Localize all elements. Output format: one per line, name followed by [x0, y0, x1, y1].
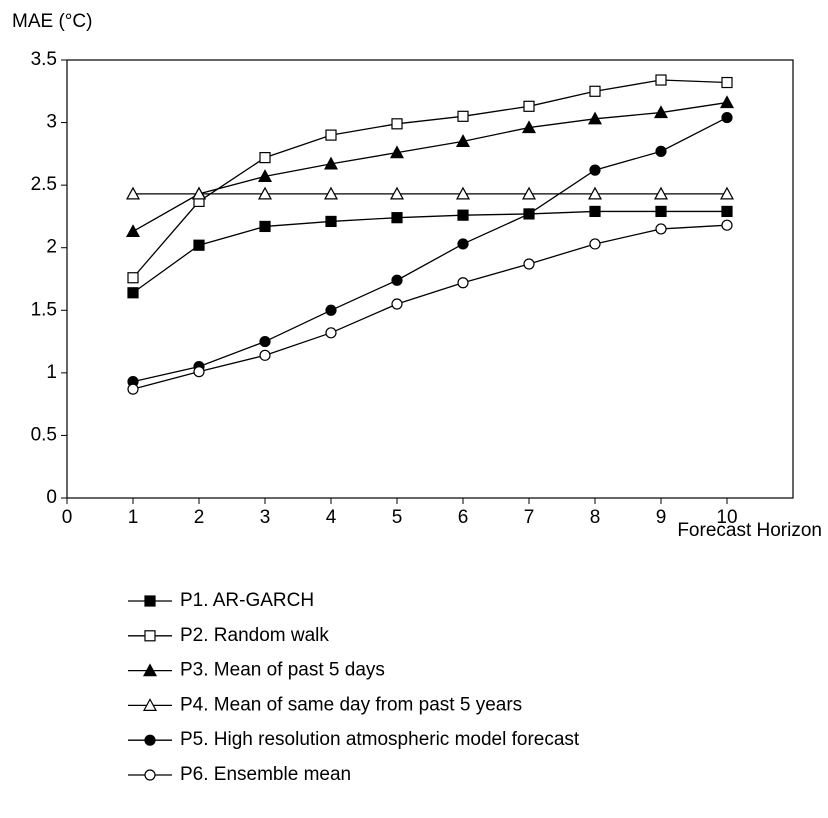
- marker: [521, 120, 537, 134]
- marker: [325, 327, 337, 339]
- legend-label: P6. Ensemble mean: [180, 764, 351, 785]
- y-tick-label: 0.5: [31, 424, 57, 445]
- y-tick-label: 0: [46, 487, 57, 508]
- marker: [325, 129, 337, 141]
- legend-label: P2. Random walk: [180, 625, 329, 646]
- marker: [457, 110, 469, 122]
- marker: [127, 287, 139, 299]
- marker: [589, 238, 601, 250]
- marker: [127, 272, 139, 284]
- marker: [655, 205, 667, 218]
- marker: [125, 224, 141, 238]
- x-tick-label: 6: [458, 507, 469, 528]
- marker: [721, 205, 733, 218]
- marker: [589, 205, 601, 218]
- marker: [391, 298, 403, 310]
- marker: [323, 156, 339, 170]
- marker: [257, 186, 273, 200]
- marker: [259, 220, 271, 233]
- plot-frame: [66, 59, 794, 499]
- marker: [391, 274, 403, 286]
- x-tick-label: 4: [326, 507, 337, 528]
- marker: [721, 111, 733, 124]
- marker: [589, 85, 601, 97]
- y-axis-title: MAE (°C): [12, 11, 92, 32]
- marker: [719, 95, 735, 109]
- marker: [389, 186, 405, 200]
- legend-marker: [142, 663, 158, 677]
- marker: [325, 215, 337, 228]
- series-line: [132, 224, 728, 390]
- legend-label: P3. Mean of past 5 days: [180, 660, 385, 681]
- marker: [391, 118, 403, 130]
- marker: [721, 76, 733, 89]
- marker: [655, 223, 667, 235]
- marker: [389, 145, 405, 159]
- marker: [125, 186, 141, 200]
- marker: [721, 219, 733, 231]
- x-tick-label: 7: [524, 507, 535, 528]
- marker: [391, 212, 403, 224]
- marker: [323, 186, 339, 200]
- x-axis-title: Forecast Horizon: [677, 520, 822, 541]
- marker: [325, 304, 337, 316]
- marker: [455, 134, 471, 147]
- marker: [259, 152, 271, 164]
- marker: [589, 164, 601, 176]
- legend-label: P1. AR-GARCH: [180, 590, 314, 611]
- marker: [653, 105, 669, 119]
- x-tick-label: 5: [392, 507, 403, 528]
- marker: [455, 186, 471, 200]
- legend-marker: [144, 734, 156, 746]
- y-tick-label: 3.5: [31, 49, 57, 70]
- legend-label: P4. Mean of same day from past 5 years: [180, 694, 522, 715]
- marker: [257, 169, 273, 182]
- marker: [193, 366, 205, 378]
- marker: [655, 74, 667, 86]
- series-line: [132, 79, 728, 279]
- marker: [655, 145, 667, 157]
- series-line: [132, 210, 727, 294]
- marker: [521, 186, 537, 200]
- legend-marker: [144, 630, 156, 642]
- marker: [457, 238, 469, 250]
- legend-marker: [142, 698, 158, 712]
- marker: [587, 186, 603, 200]
- marker: [457, 277, 469, 289]
- marker: [457, 209, 469, 221]
- marker: [193, 239, 205, 251]
- marker: [523, 100, 535, 112]
- marker: [653, 186, 669, 200]
- x-tick-label: 8: [590, 507, 601, 528]
- y-tick-label: 2.5: [31, 174, 57, 195]
- x-tick-label: 10: [716, 507, 737, 528]
- legend-marker: [144, 769, 156, 781]
- series-line: [132, 116, 728, 383]
- legend-marker: [144, 595, 156, 607]
- series-line: [132, 101, 728, 233]
- x-tick-label: 1: [128, 507, 139, 528]
- x-tick-label: 0: [62, 507, 73, 528]
- marker: [719, 186, 735, 200]
- x-tick-label: 3: [260, 507, 271, 528]
- marker: [587, 111, 603, 125]
- x-tick-label: 2: [194, 507, 205, 528]
- marker: [523, 208, 535, 220]
- y-tick-label: 2: [46, 237, 57, 258]
- marker: [523, 258, 535, 270]
- marker: [259, 349, 271, 361]
- y-tick-label: 1.5: [31, 299, 57, 320]
- legend-label: P5. High resolution atmospheric model fo…: [180, 729, 580, 750]
- x-tick-label: 9: [656, 507, 667, 528]
- y-tick-label: 1: [46, 362, 57, 383]
- marker: [191, 186, 207, 200]
- marker: [127, 383, 139, 395]
- marker: [259, 335, 271, 348]
- y-tick-label: 3: [46, 112, 57, 133]
